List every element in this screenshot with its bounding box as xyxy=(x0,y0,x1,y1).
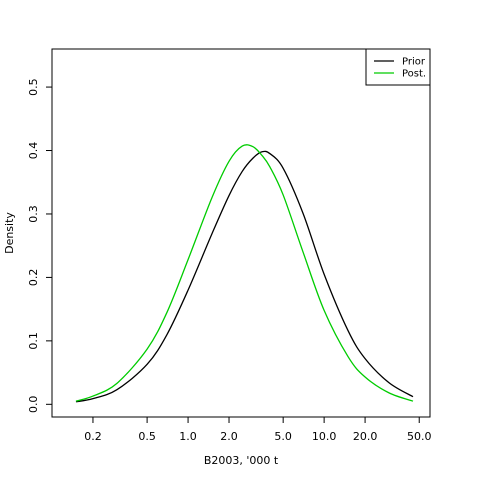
y-tick-label: 0.2 xyxy=(27,269,40,287)
x-axis: 0.2 0.5 1.0 2.0 5.0 10.0 20.0 50.0 xyxy=(84,417,431,443)
legend-label: Post. xyxy=(402,69,426,80)
series-layer xyxy=(75,144,414,403)
y-tick-label: 0.3 xyxy=(27,205,40,223)
plot-frame xyxy=(51,48,431,418)
legend-label: Prior xyxy=(402,57,426,68)
plot-area xyxy=(51,48,431,418)
series-line-post xyxy=(75,144,414,402)
x-tick-label: 0.2 xyxy=(84,430,102,443)
series-line-prior xyxy=(75,150,414,403)
x-tick-label: 1.0 xyxy=(179,430,197,443)
y-tick-label: 0.1 xyxy=(27,332,40,350)
y-axis: 0.0 0.1 0.2 0.3 0.4 0.5 xyxy=(27,78,52,413)
y-tick-label: 0.4 xyxy=(27,142,40,160)
y-axis-title: Density xyxy=(3,212,16,254)
x-tick-label: 20.0 xyxy=(353,430,378,443)
x-tick-label: 10.0 xyxy=(312,430,337,443)
x-tick-label: 2.0 xyxy=(220,430,238,443)
x-tick-label: 0.5 xyxy=(138,430,156,443)
x-tick-label: 5.0 xyxy=(274,430,292,443)
x-axis-title: B2003, '000 t xyxy=(204,454,279,467)
y-tick-label: 0.5 xyxy=(27,78,40,96)
y-tick-label: 0.0 xyxy=(27,396,40,414)
legend-box xyxy=(365,48,431,86)
x-tick-label: 50.0 xyxy=(407,430,432,443)
